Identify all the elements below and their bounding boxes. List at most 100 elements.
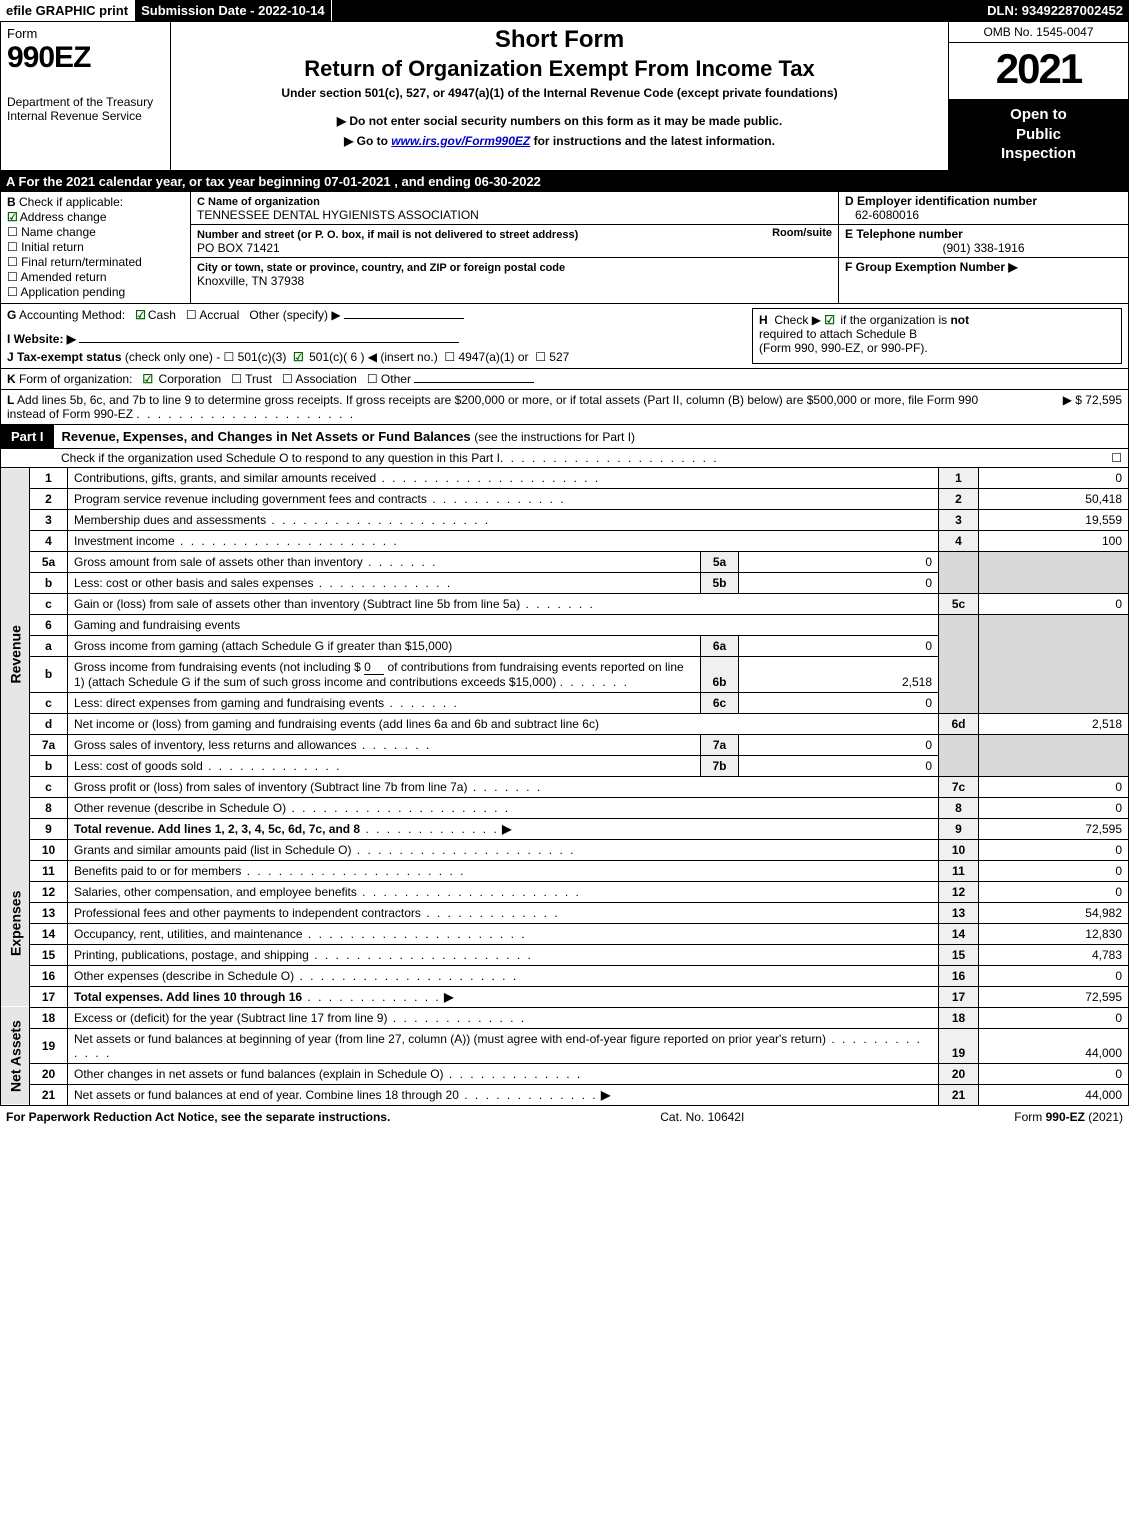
other-org-label[interactable]: Other: [381, 372, 411, 386]
line-20-value: 0: [979, 1063, 1129, 1084]
line-15-desc: Printing, publications, postage, and shi…: [74, 948, 309, 962]
line-2-desc: Program service revenue including govern…: [74, 492, 427, 506]
checkbox-amended-return[interactable]: ☐ Amended return: [7, 270, 184, 284]
line-19: 19 Net assets or fund balances at beginn…: [1, 1028, 1129, 1063]
section-def: D Employer identification number 62-6080…: [838, 192, 1128, 303]
shaded-cell: [979, 551, 1129, 593]
part-i-check-row: Check if the organization used Schedule …: [0, 449, 1129, 468]
527-label[interactable]: 527: [549, 350, 569, 364]
line-3-desc: Membership dues and assessments: [74, 513, 266, 527]
line-2-rnum: 2: [939, 488, 979, 509]
line-14: 14 Occupancy, rent, utilities, and maint…: [1, 923, 1129, 944]
line-13-desc: Professional fees and other payments to …: [74, 906, 421, 920]
efile-graphic-print[interactable]: efile GRAPHIC print: [0, 0, 135, 21]
j-sub: (check only one) -: [125, 350, 220, 364]
lines-table: Revenue 1 Contributions, gifts, grants, …: [0, 468, 1129, 1106]
cell-address: Number and street (or P. O. box, if mail…: [191, 225, 838, 258]
website-label: I Website: ▶: [7, 332, 76, 346]
arrow-icon: ▶: [502, 822, 511, 836]
line-18: Net Assets 18 Excess or (deficit) for th…: [1, 1007, 1129, 1028]
line-6b-desc-1: Gross income from fundraising events (no…: [74, 660, 361, 674]
line-7c-value: 0: [979, 776, 1129, 797]
ein-label: D Employer identification number: [845, 194, 1037, 208]
dots-icon: . . . . . . . . . . . . .: [427, 492, 566, 506]
part-i-title-text: Revenue, Expenses, and Changes in Net As…: [62, 429, 471, 444]
group-exemption-label: F Group Exemption Number ▶: [845, 260, 1018, 274]
dots-icon: . . . . . . .: [357, 738, 432, 752]
dots-icon: . . . . . . . . . . . . . . . . . . . . …: [136, 407, 355, 421]
cell-telephone: E Telephone number (901) 338-1916: [839, 225, 1128, 258]
line-7c: c Gross profit or (loss) from sales of i…: [1, 776, 1129, 797]
line-8: 8 Other revenue (describe in Schedule O)…: [1, 797, 1129, 818]
short-form-title: Short Form: [179, 26, 940, 54]
line-5b-subval: 0: [739, 572, 939, 593]
line-6a-subnum: 6a: [701, 635, 739, 656]
form-version: Form 990-EZ (2021): [1014, 1110, 1123, 1124]
line-15-rnum: 15: [939, 944, 979, 965]
other-specify-label[interactable]: Other (specify) ▶: [249, 308, 340, 322]
dots-icon: . . . . . . . . . . . . . . . . . . . . …: [241, 864, 465, 878]
dots-icon: . . . . . . . . . . . . .: [444, 1067, 583, 1081]
line-6a-desc: Gross income from gaming (attach Schedul…: [68, 635, 701, 656]
dots-icon: . . . . . . . . . . . . . . . . . . . . …: [286, 801, 510, 815]
irs-link[interactable]: www.irs.gov/Form990EZ: [391, 134, 530, 148]
checkbox-application-pending[interactable]: ☐ Application pending: [7, 285, 184, 299]
line-16-desc: Other expenses (describe in Schedule O): [74, 969, 294, 983]
line-5a-num: 5a: [30, 551, 68, 572]
line-17-num: 17: [30, 986, 68, 1007]
line-4: 4 Investment income . . . . . . . . . . …: [1, 530, 1129, 551]
h-check-label: Check ▶: [774, 313, 821, 327]
dots-icon: . . . . . . . . . . . . .: [302, 990, 441, 1004]
line-13: 13 Professional fees and other payments …: [1, 902, 1129, 923]
shaded-cell: [939, 734, 979, 776]
corporation-label[interactable]: Corporation: [159, 372, 222, 386]
dots-icon: . . . . . . .: [467, 780, 542, 794]
trust-label[interactable]: Trust: [245, 372, 272, 386]
501c-label[interactable]: 501(c)( 6 ) ◀ (insert no.): [309, 350, 438, 364]
dln: DLN: 93492287002452: [981, 0, 1129, 21]
checkbox-initial-return[interactable]: ☐ Initial return: [7, 240, 184, 254]
app-pending-label: Application pending: [20, 285, 125, 299]
other-specify-input[interactable]: [344, 318, 464, 319]
omb-number: OMB No. 1545-0047: [949, 22, 1128, 43]
address-value: PO BOX 71421: [197, 241, 280, 255]
checkmark-icon: ☑: [7, 210, 18, 224]
checkbox-address-change[interactable]: ☑Address change: [7, 210, 184, 224]
line-6: 6 Gaming and fundraising events: [1, 614, 1129, 635]
501c3-label[interactable]: 501(c)(3): [238, 350, 287, 364]
dots-icon: . . . . . . . . . . . . .: [360, 822, 499, 836]
section-b: B Check if applicable: ☑Address change ☐…: [1, 192, 191, 303]
association-label[interactable]: Association: [295, 372, 356, 386]
dots-icon: . . . . . . . . . . . . .: [203, 759, 342, 773]
accrual-label[interactable]: Accrual: [199, 308, 239, 322]
line-11-rnum: 11: [939, 860, 979, 881]
website-input[interactable]: [79, 342, 459, 343]
line-3-value: 19,559: [979, 509, 1129, 530]
line-6d-value: 2,518: [979, 713, 1129, 734]
inspect-2: Public: [1016, 126, 1061, 143]
c-label: C: [197, 196, 205, 208]
part-i-title: Revenue, Expenses, and Changes in Net As…: [54, 427, 644, 446]
line-8-value: 0: [979, 797, 1129, 818]
line-5a-subval: 0: [739, 551, 939, 572]
checkbox-final-return[interactable]: ☐ Final return/terminated: [7, 255, 184, 269]
line-5c-value: 0: [979, 593, 1129, 614]
line-7b-subval: 0: [739, 755, 939, 776]
irs-link-line: ▶ Go to www.irs.gov/Form990EZ for instru…: [179, 134, 940, 148]
cash-label[interactable]: Cash: [148, 308, 176, 322]
line-20-num: 20: [30, 1063, 68, 1084]
form-word: Form: [7, 26, 164, 41]
part-i-checkbox[interactable]: ☐: [1092, 451, 1122, 465]
line-7a-desc: Gross sales of inventory, less returns a…: [74, 738, 357, 752]
line-14-value: 12,830: [979, 923, 1129, 944]
line-6c-subnum: 6c: [701, 692, 739, 713]
cell-org-name: C Name of organization TENNESSEE DENTAL …: [191, 192, 838, 225]
line-6-num: 6: [30, 614, 68, 635]
line-17-desc: Total expenses. Add lines 10 through 16: [74, 990, 302, 1004]
line-21-desc: Net assets or fund balances at end of ye…: [74, 1088, 459, 1102]
header-left: Form 990EZ Department of the Treasury In…: [1, 22, 171, 170]
4947-label[interactable]: 4947(a)(1) or: [459, 350, 529, 364]
checkbox-name-change[interactable]: ☐ Name change: [7, 225, 184, 239]
amended-return-label: Amended return: [20, 270, 106, 284]
other-org-input[interactable]: [414, 382, 534, 383]
